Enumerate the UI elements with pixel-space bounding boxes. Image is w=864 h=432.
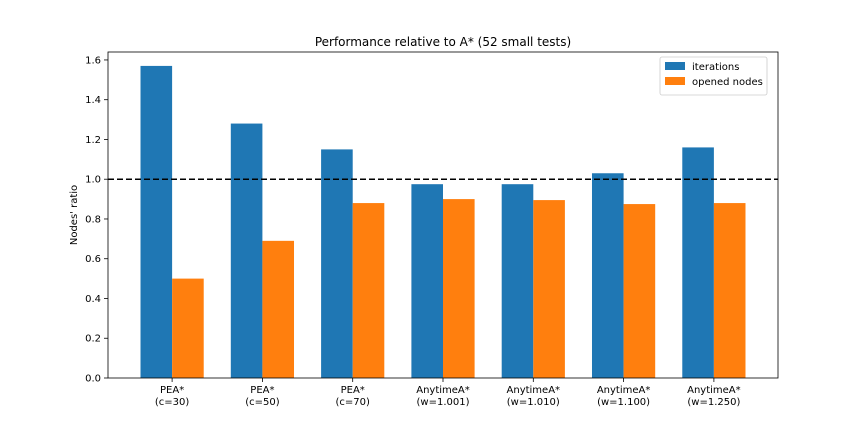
y-tick-label-8: 1.6 xyxy=(85,55,101,66)
bar-opened-nodes-1 xyxy=(262,240,295,378)
y-tick-label-0: 0.0 xyxy=(85,374,101,385)
x-tick-label-2-1: (c=70) xyxy=(336,397,371,408)
bar-opened-nodes-4 xyxy=(533,200,565,378)
bar-iterations-2 xyxy=(321,149,353,378)
legend-label-0: iterations xyxy=(692,62,739,73)
y-tick-label-3: 0.6 xyxy=(85,254,101,265)
x-tick-label-3-0: AnytimeA* xyxy=(416,385,470,396)
bar-opened-nodes-3 xyxy=(443,199,475,378)
x-tick-label-1-0: PEA* xyxy=(250,385,274,396)
legend-box xyxy=(659,56,768,96)
bar-opened-nodes-5 xyxy=(623,204,656,378)
y-tick-label-6: 1.2 xyxy=(85,135,101,146)
x-tick-label-4-0: AnytimeA* xyxy=(507,385,561,396)
y-tick-label-7: 1.4 xyxy=(85,95,101,106)
bar-iterations-1 xyxy=(230,123,263,378)
y-axis-label: Nodes' ratio xyxy=(69,185,80,245)
legend-label-1: opened nodes xyxy=(692,77,763,88)
x-tick-label-6-1: (w=1.250) xyxy=(687,397,740,408)
x-tick-label-4-1: (w=1.010) xyxy=(507,397,560,408)
bar-iterations-4 xyxy=(501,184,534,378)
x-tick-label-6-0: AnytimeA* xyxy=(687,385,741,396)
bar-iterations-0 xyxy=(140,65,173,378)
x-tick-label-1-1: (c=50) xyxy=(245,397,280,408)
bar-opened-nodes-6 xyxy=(713,203,746,378)
bar-iterations-6 xyxy=(682,147,714,378)
y-tick-label-2: 0.4 xyxy=(85,294,101,305)
bar-opened-nodes-2 xyxy=(352,203,385,378)
y-tick-label-5: 1.0 xyxy=(85,175,101,186)
y-tick-label-1: 0.2 xyxy=(85,334,101,345)
legend-swatch-1 xyxy=(665,77,685,85)
chart-title: Performance relative to A* (52 small tes… xyxy=(315,35,571,49)
bar-opened-nodes-0 xyxy=(172,278,204,378)
y-tick-label-4: 0.8 xyxy=(85,214,101,225)
x-tick-label-2-0: PEA* xyxy=(341,385,365,396)
x-tick-label-3-1: (w=1.001) xyxy=(417,397,470,408)
plot-area: 0.00.20.40.60.81.01.21.41.6PEA*(c=30)PEA… xyxy=(85,51,779,408)
x-tick-label-5-0: AnytimeA* xyxy=(597,385,651,396)
legend-swatch-0 xyxy=(665,62,685,70)
bar-iterations-3 xyxy=(411,184,443,378)
bar-iterations-5 xyxy=(591,173,624,378)
x-tick-label-5-1: (w=1.100) xyxy=(597,397,650,408)
x-tick-label-0-1: (c=30) xyxy=(155,397,190,408)
x-tick-label-0-0: PEA* xyxy=(160,385,184,396)
